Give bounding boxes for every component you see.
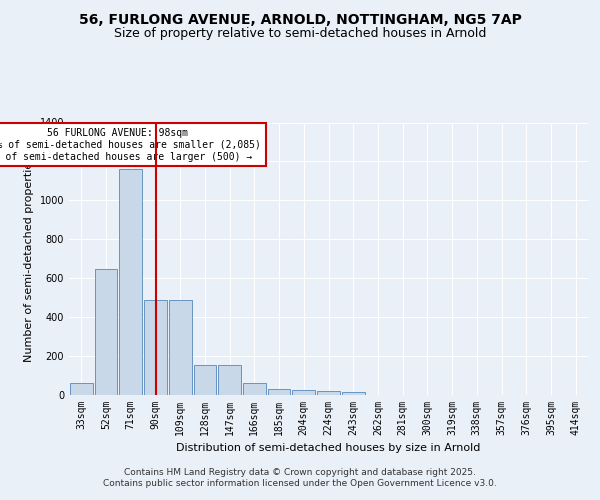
Y-axis label: Number of semi-detached properties: Number of semi-detached properties <box>24 156 34 362</box>
Bar <box>218 365 241 395</box>
Bar <box>243 384 266 395</box>
X-axis label: Distribution of semi-detached houses by size in Arnold: Distribution of semi-detached houses by … <box>176 444 481 454</box>
Bar <box>342 392 365 395</box>
Text: 56, FURLONG AVENUE, ARNOLD, NOTTINGHAM, NG5 7AP: 56, FURLONG AVENUE, ARNOLD, NOTTINGHAM, … <box>79 12 521 26</box>
Bar <box>292 390 315 395</box>
Bar <box>144 300 167 395</box>
Bar <box>317 391 340 395</box>
Text: Contains HM Land Registry data © Crown copyright and database right 2025.
Contai: Contains HM Land Registry data © Crown c… <box>103 468 497 487</box>
Text: 56 FURLONG AVENUE: 98sqm
← 80% of semi-detached houses are smaller (2,085)
19% o: 56 FURLONG AVENUE: 98sqm ← 80% of semi-d… <box>0 128 261 162</box>
Bar <box>194 365 216 395</box>
Bar <box>70 384 93 395</box>
Bar <box>119 169 142 395</box>
Bar <box>95 270 118 395</box>
Text: Size of property relative to semi-detached houses in Arnold: Size of property relative to semi-detach… <box>114 28 486 40</box>
Bar <box>268 389 290 395</box>
Bar <box>169 300 191 395</box>
